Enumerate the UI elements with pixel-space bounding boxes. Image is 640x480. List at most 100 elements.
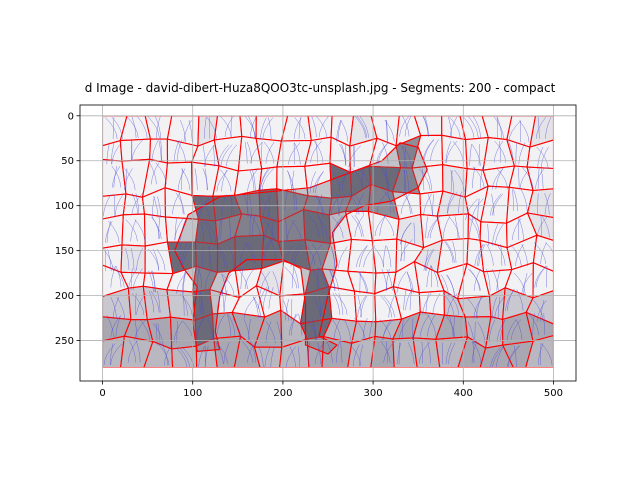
flow-line bbox=[518, 142, 526, 165]
flow-line bbox=[340, 341, 343, 363]
flow-line bbox=[362, 318, 368, 340]
flow-line bbox=[309, 171, 317, 194]
flow-line bbox=[479, 166, 483, 189]
flow-line bbox=[491, 193, 495, 216]
flow-line bbox=[136, 341, 141, 363]
x-tick-label: 500 bbox=[544, 388, 563, 399]
flow-line bbox=[262, 117, 274, 140]
flow-line bbox=[131, 293, 145, 315]
flow-line bbox=[198, 267, 203, 289]
flow-line bbox=[474, 321, 476, 344]
flow-line bbox=[427, 314, 437, 337]
flow-line bbox=[125, 248, 130, 270]
flow-line bbox=[252, 169, 256, 192]
flow-line bbox=[230, 115, 233, 137]
flow-line bbox=[351, 215, 362, 237]
flow-line bbox=[543, 313, 545, 335]
flow-line bbox=[127, 340, 137, 363]
flow-line bbox=[331, 216, 343, 239]
flow-line bbox=[111, 117, 123, 140]
flow-line bbox=[318, 115, 330, 138]
flow-line bbox=[329, 269, 336, 291]
flow-line bbox=[330, 246, 336, 269]
flow-line bbox=[228, 217, 231, 240]
flow-line bbox=[309, 215, 320, 238]
flow-line bbox=[349, 344, 362, 367]
segment bbox=[532, 234, 554, 272]
segment bbox=[307, 115, 333, 142]
flow-line bbox=[134, 219, 146, 242]
flow-line bbox=[354, 215, 364, 237]
flow-line bbox=[359, 245, 368, 268]
flow-line bbox=[284, 188, 289, 211]
flow-line bbox=[152, 323, 164, 346]
flow-line bbox=[155, 323, 158, 346]
flow-line bbox=[400, 192, 411, 214]
flow-line bbox=[293, 244, 303, 267]
flow-line bbox=[157, 290, 161, 313]
flow-line bbox=[386, 119, 388, 142]
flow-line bbox=[477, 244, 483, 266]
flow-line bbox=[383, 190, 395, 213]
flow-line bbox=[197, 197, 210, 220]
flow-line bbox=[260, 141, 263, 164]
flow-line bbox=[130, 248, 135, 270]
flow-line bbox=[265, 141, 275, 164]
flow-line bbox=[236, 267, 248, 290]
flow-line bbox=[427, 194, 433, 216]
flow-line bbox=[137, 116, 148, 139]
flow-line bbox=[496, 243, 506, 266]
x-axis: 0 100 200 300 400 500 bbox=[99, 381, 563, 399]
flow-line bbox=[290, 313, 297, 336]
flow-line bbox=[478, 144, 480, 166]
flow-line bbox=[243, 296, 257, 319]
flow-line bbox=[386, 268, 393, 291]
x-tick-label: 200 bbox=[273, 388, 292, 399]
flow-line bbox=[111, 142, 122, 165]
flow-line bbox=[493, 116, 504, 139]
flow-line bbox=[540, 242, 547, 265]
flow-line bbox=[407, 342, 415, 365]
flow-line bbox=[520, 189, 528, 212]
flow-line bbox=[247, 169, 258, 192]
flow-line bbox=[540, 215, 543, 238]
flow-line bbox=[359, 344, 364, 367]
flow-line bbox=[242, 340, 254, 363]
segment bbox=[166, 289, 196, 321]
flow-line bbox=[487, 223, 489, 246]
flow-line bbox=[135, 193, 140, 215]
flow-line bbox=[152, 270, 156, 293]
segment bbox=[102, 214, 124, 249]
flow-line bbox=[490, 346, 501, 368]
segment bbox=[239, 115, 257, 140]
flow-line bbox=[344, 319, 351, 342]
flow-line bbox=[420, 314, 430, 337]
flow-line bbox=[473, 296, 483, 319]
flow-line bbox=[131, 193, 139, 215]
flow-line bbox=[216, 290, 223, 312]
chart-title: d Image - david-dibert-Huza8QOO3tc-unspl… bbox=[85, 81, 556, 95]
flow-line bbox=[467, 321, 475, 344]
flow-line bbox=[338, 193, 346, 216]
flow-line bbox=[112, 165, 121, 188]
flow-line bbox=[177, 168, 186, 191]
flow-line bbox=[282, 298, 289, 321]
flow-line bbox=[215, 342, 224, 364]
flow-line bbox=[425, 249, 429, 271]
flow-line bbox=[507, 345, 521, 368]
flow-line bbox=[315, 115, 328, 138]
flow-line bbox=[430, 265, 439, 288]
flow-line bbox=[514, 272, 526, 295]
flow-line bbox=[515, 142, 517, 165]
flow-line bbox=[276, 321, 282, 344]
flow-line bbox=[288, 142, 301, 165]
flow-line bbox=[400, 222, 412, 245]
flow-line bbox=[335, 341, 340, 363]
flow-line bbox=[450, 170, 455, 192]
flow-line bbox=[528, 313, 539, 335]
flow-line bbox=[249, 213, 251, 236]
flow-line bbox=[194, 168, 198, 191]
segments bbox=[102, 115, 554, 368]
flow-line bbox=[248, 116, 256, 138]
